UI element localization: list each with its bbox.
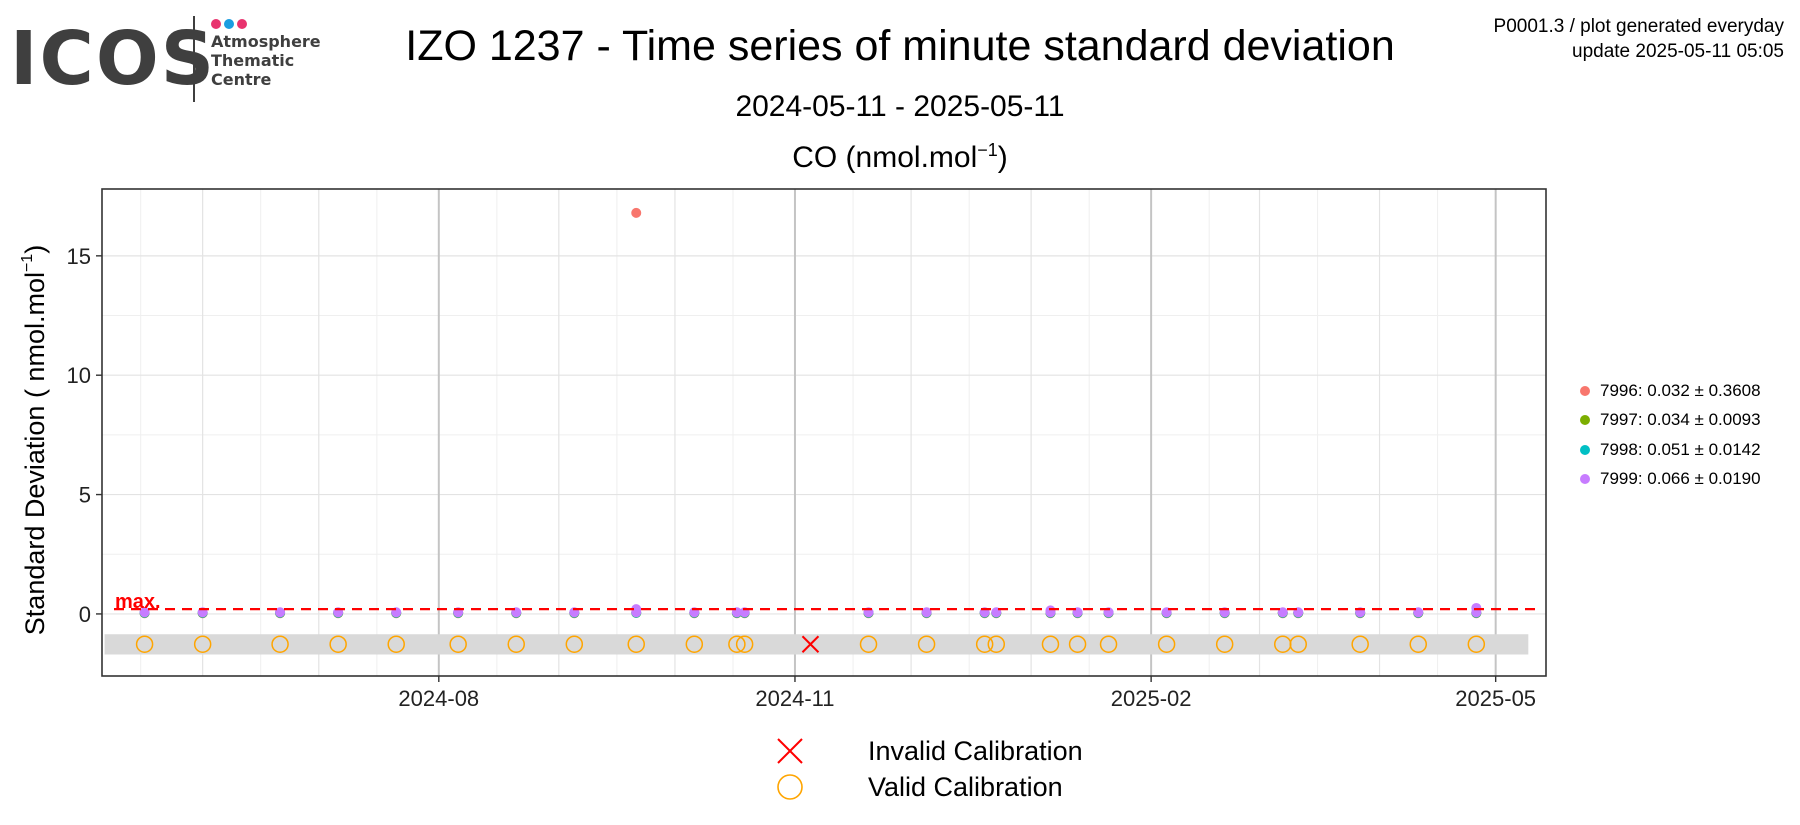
logo-dots: [211, 16, 250, 34]
data-point-7999: [275, 607, 286, 618]
logo-dot: [224, 19, 234, 29]
y-axis-label-text: Standard Deviation ( nmol.mol: [20, 272, 50, 635]
valid-calibration-marker: [1215, 635, 1234, 653]
legend-item: 7998: 0.051 ± 0.0142: [1580, 435, 1761, 465]
x-tick-label: 2024-08: [398, 686, 479, 711]
invalid-calibration-label: Invalid Calibration: [868, 735, 1083, 766]
invalid-calibration-stroke: [801, 635, 820, 653]
valid-calibration-marker: [565, 635, 584, 653]
legend-label: 7998: 0.051 ± 0.0142: [1600, 439, 1761, 459]
valid-calibration-marker: [1157, 635, 1176, 653]
valid-calibration-marker: [449, 635, 467, 653]
plot-frame: [101, 188, 1547, 677]
data-point-7999: [631, 604, 642, 615]
valid-calibration-marker: [1351, 635, 1369, 653]
species-label: CO: [792, 141, 838, 174]
y-axis-label: Standard Deviation ( nmol.mol−1): [19, 245, 50, 635]
logo-dot: [237, 19, 247, 29]
valid-calibration-marker: [917, 635, 936, 653]
valid-calibration-label: Valid Calibration: [868, 771, 1063, 802]
logo-line-1: Atmosphere: [211, 32, 321, 51]
y-axis-label-close: ): [20, 245, 50, 254]
panel-title: CO (nmol.mol−1): [792, 140, 1008, 174]
page-title: IZO 1237 - Time series of minute standar…: [405, 22, 1395, 70]
valid-calibration-marker: [135, 635, 154, 653]
legend-item: 7999: 0.066 ± 0.0190: [1580, 465, 1761, 495]
y-tick-label: 5: [79, 483, 91, 508]
valid-calibration-marker: [685, 635, 704, 653]
update-line: update 2025-05-11 05:05: [1572, 41, 1784, 62]
logo-line-3: Centre: [211, 70, 272, 89]
legend-swatch: [1580, 415, 1590, 426]
logo-line-2: Thematic: [211, 51, 295, 70]
unit-label: nmol.mol: [855, 141, 978, 174]
max-threshold-label: max.: [115, 591, 161, 613]
legend-item-invalid: Invalid Calibration: [770, 733, 1083, 769]
valid-calibration-marker: [387, 635, 405, 653]
data-point-7999: [1045, 605, 1056, 616]
valid-calibration-icon: [777, 774, 803, 800]
series-legend: 7996: 0.032 ± 0.3608 7997: 0.034 ± 0.009…: [1580, 376, 1761, 494]
valid-calibration-marker: [193, 635, 212, 653]
x-tick-label: 2025-02: [1111, 686, 1192, 711]
date-range-subtitle: 2024-05-11 - 2025-05-11: [735, 90, 1065, 123]
valid-calibration-marker: [627, 635, 645, 653]
x-tick-label: 2024-11: [755, 686, 834, 711]
y-tick-label: 15: [67, 244, 91, 269]
x-tick-label: 2025-05: [1455, 686, 1536, 711]
data-point-7996: [631, 207, 642, 218]
valid-calibration-marker: [987, 635, 1006, 653]
data-point-7999: [1277, 607, 1288, 618]
valid-calibration-marker: [1068, 635, 1087, 653]
y-tick-label: 10: [67, 363, 91, 388]
data-point-7999: [1471, 602, 1482, 613]
legend-swatch: [1580, 474, 1590, 485]
valid-calibration-marker: [859, 635, 878, 653]
valid-calibration-marker: [271, 635, 289, 653]
data-point-7999: [921, 607, 932, 618]
plot-metadata: P0001.3 / plot generated everyday update…: [1494, 14, 1784, 64]
y-tick-label: 0: [79, 602, 91, 627]
logo-separator: [193, 16, 195, 102]
logo-dot: [211, 19, 221, 29]
plot-id-line: P0001.3 / plot generated everyday: [1493, 16, 1784, 37]
legend-label: 7999: 0.066 ± 0.0190: [1600, 469, 1761, 489]
legend-label: 7996: 0.032 ± 0.3608: [1600, 380, 1761, 400]
data-points: [139, 207, 1482, 619]
unit-exponent: −1: [977, 140, 998, 160]
valid-calibration-marker: [735, 635, 754, 653]
invalid-calibration-icon: [777, 738, 803, 764]
legend-item-valid: Valid Calibration: [770, 769, 1083, 805]
y-axis-label-exp: −1: [19, 254, 36, 272]
valid-calibration-marker: [1289, 635, 1307, 653]
valid-calibration-marker: [728, 635, 746, 653]
valid-calibration-marker: [329, 635, 347, 653]
valid-calibration-marker: [1467, 635, 1486, 653]
legend-item: 7997: 0.034 ± 0.0093: [1580, 406, 1761, 436]
legend-swatch: [1580, 444, 1590, 455]
valid-calibration-marker: [507, 635, 525, 653]
calibration-legend: Invalid Calibration Valid Calibration: [770, 733, 1083, 805]
legend-swatch: [1580, 385, 1590, 396]
legend-item: 7996: 0.032 ± 0.3608: [1580, 376, 1761, 406]
data-point-7999: [139, 607, 150, 618]
valid-calibration-marker: [1099, 635, 1118, 653]
logo-wordmark: ICOS: [10, 16, 217, 102]
calibration-markers: [135, 635, 1486, 653]
valid-calibration-marker: [1409, 635, 1427, 653]
grid: [102, 189, 1546, 676]
icos-logo: ICOS Atmosphere Thematic Centre: [10, 14, 330, 104]
valid-calibration-marker: [1041, 635, 1060, 653]
valid-calibration-marker: [975, 635, 994, 653]
axes: 0 5 10 15 2024-08 2024-11 2025-02 2025-05: [67, 244, 1537, 711]
legend-label: 7997: 0.034 ± 0.0093: [1600, 410, 1761, 430]
invalid-calibration-marker: [801, 635, 820, 653]
